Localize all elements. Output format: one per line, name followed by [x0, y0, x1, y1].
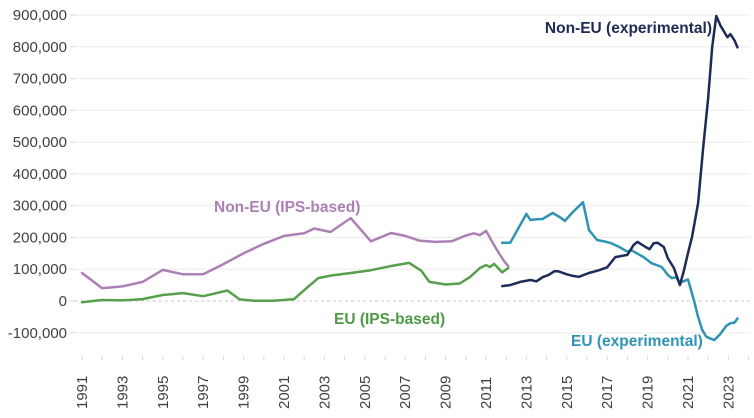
x-axis-label: 2005 — [357, 376, 374, 409]
x-axis-label: 2011 — [478, 377, 495, 409]
x-axis-label: 2013 — [518, 376, 535, 409]
x-axis-label: 1999 — [236, 376, 253, 409]
y-axis-label: 200,000 — [13, 229, 67, 246]
series-line-non-eu-ips — [80, 216, 510, 290]
y-axis-label: 600,000 — [13, 102, 67, 119]
y-axis-label: -100,000 — [8, 325, 67, 342]
y-axis-label: 900,000 — [13, 7, 67, 24]
x-axis-label: 1991 — [74, 376, 91, 409]
x-axis-label: 2023 — [720, 376, 737, 409]
y-axis-label: 800,000 — [13, 39, 67, 56]
x-axis-label: 2021 — [680, 376, 697, 409]
x-axis-label: 2019 — [640, 376, 657, 409]
series-label-eu-ips: EU (IPS-based) — [334, 311, 445, 328]
series-line-eu-ips — [80, 261, 510, 304]
x-axis-label: 1995 — [155, 376, 172, 409]
x-axis-label: 2001 — [276, 376, 293, 409]
y-axis-label: 700,000 — [13, 71, 67, 88]
y-axis-label: 0 — [59, 293, 67, 310]
series-line-non-eu-experimental — [500, 14, 739, 288]
x-axis-label: 1993 — [114, 376, 131, 409]
series-label-non-eu-experimental: Non-EU (experimental) — [545, 20, 712, 37]
x-axis-label: 2003 — [316, 376, 333, 409]
x-axis-label: 2015 — [559, 376, 576, 409]
x-axis-label: 2017 — [599, 376, 616, 409]
series-label-eu-experimental: EU (experimental) — [571, 333, 703, 350]
y-axis-label: 100,000 — [13, 261, 67, 278]
x-axis-label: 2007 — [397, 376, 414, 409]
y-axis-label: 500,000 — [13, 134, 67, 151]
series-label-non-eu-ips: Non-EU (IPS-based) — [214, 199, 360, 216]
y-axis-label: 300,000 — [13, 198, 67, 215]
series-line-eu-experimental — [500, 200, 739, 342]
y-axis-label: 400,000 — [13, 166, 67, 183]
x-axis-label: 2009 — [438, 376, 455, 409]
x-axis-label: 1997 — [195, 376, 212, 409]
